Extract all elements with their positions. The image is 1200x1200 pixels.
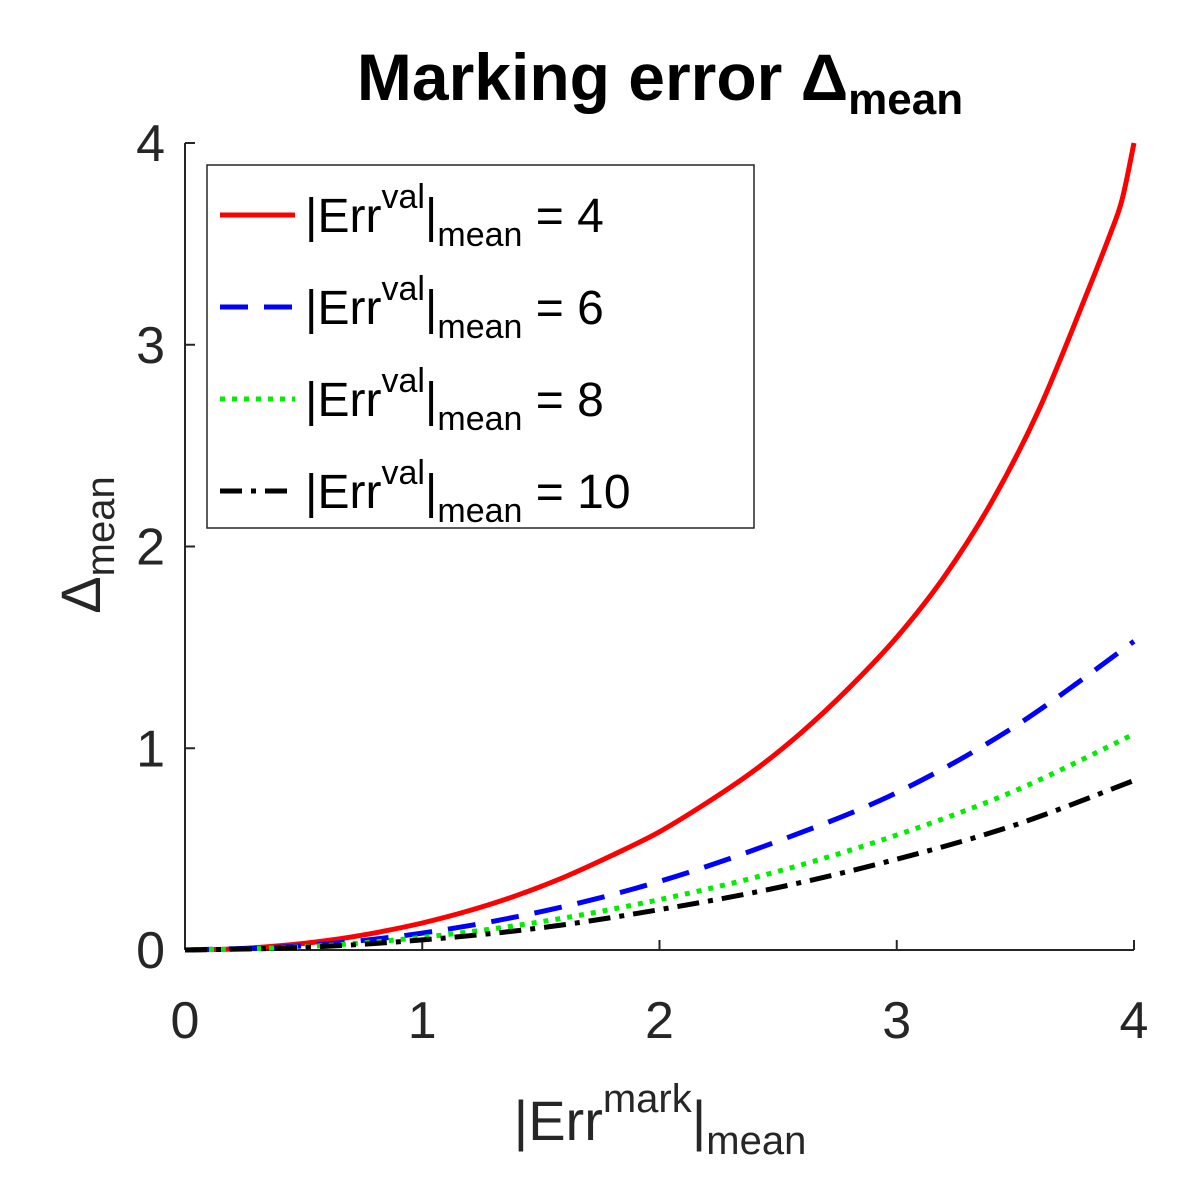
- legend-bar: |: [425, 466, 437, 519]
- x-tick-label: 3: [882, 992, 911, 1050]
- legend-label-2: |Errval|mean = 6: [305, 270, 604, 346]
- legend-eq: = 10: [522, 466, 630, 519]
- y-axis-label-main: Δ: [49, 576, 112, 613]
- series-line-3: [184, 731, 1136, 953]
- series-group: [184, 142, 1137, 953]
- x-tick-label: 1: [408, 992, 437, 1050]
- x-tick-label: 0: [171, 992, 200, 1050]
- y-tick-label: 4: [136, 115, 165, 173]
- legend-eq: = 6: [522, 282, 603, 335]
- legend-sub: mean: [437, 492, 522, 530]
- y-tick-label: 3: [136, 317, 165, 375]
- x-axis-label: |Errmark|mean: [514, 1077, 807, 1163]
- legend-sup: val: [381, 178, 424, 216]
- x-tick-label: 4: [1120, 992, 1149, 1050]
- series-line-2: [184, 639, 1136, 953]
- legend-items: |Errval|mean = 4|Errval|mean = 6|Errval|…: [220, 178, 631, 530]
- y-tick-label: 1: [136, 720, 165, 778]
- y-axis-label-sub: mean: [79, 476, 123, 576]
- x-tick-label: 2: [645, 992, 674, 1050]
- legend-eq: = 4: [522, 190, 603, 243]
- x-ticks: 0 1 2 3 4: [171, 940, 1149, 1050]
- chart-title: Marking error Δmean: [357, 40, 963, 124]
- y-axis-label: Δmean: [49, 476, 123, 613]
- legend-box: [206, 164, 755, 529]
- series-line-1: [184, 142, 1137, 953]
- x-axis-label-sub: mean: [706, 1119, 806, 1163]
- y-tick-label: 0: [136, 922, 165, 980]
- legend: |Errval|mean = 4|Errval|mean = 6|Errval|…: [206, 164, 755, 530]
- legend-sup: val: [381, 362, 424, 400]
- legend-bar: |: [425, 282, 437, 335]
- legend-eq: = 8: [522, 374, 603, 427]
- series-line-4: [184, 778, 1135, 953]
- plot-area: 0 1 2 3 4 0 1 2 3 4: [136, 115, 1148, 1050]
- legend-label-4: |Errval|mean = 10: [305, 454, 631, 530]
- y-tick-label: 2: [136, 519, 165, 577]
- legend-prefix: |Err: [305, 466, 381, 519]
- chart-title-sub: mean: [848, 75, 963, 124]
- legend-prefix: |Err: [305, 374, 381, 427]
- x-axis-label-prefix: |Err: [514, 1089, 603, 1152]
- legend-sup: val: [381, 454, 424, 492]
- legend-sub: mean: [437, 216, 522, 254]
- x-axis-label-sup: mark: [603, 1077, 693, 1121]
- y-ticks: 0 1 2 3 4: [136, 115, 195, 980]
- legend-bar: |: [425, 190, 437, 243]
- legend-sub: mean: [437, 308, 522, 346]
- x-axis-label-bar: |: [692, 1089, 707, 1152]
- legend-sub: mean: [437, 400, 522, 438]
- legend-prefix: |Err: [305, 282, 381, 335]
- legend-bar: |: [425, 374, 437, 427]
- legend-prefix: |Err: [305, 190, 381, 243]
- chart-title-main: Marking error Δ: [357, 40, 848, 114]
- legend-label-1: |Errval|mean = 4: [305, 178, 604, 254]
- legend-label-3: |Errval|mean = 8: [305, 362, 604, 438]
- legend-sup: val: [381, 270, 424, 308]
